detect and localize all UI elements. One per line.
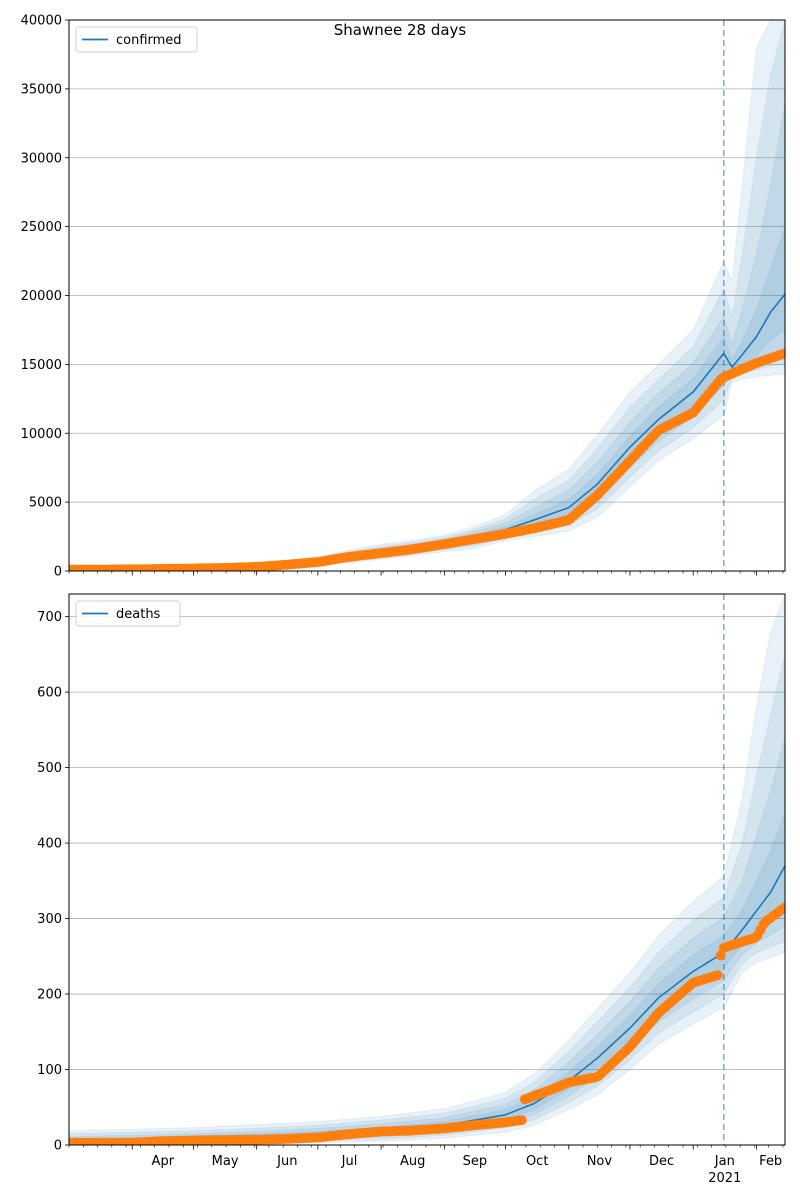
observed-point (516, 1115, 527, 1126)
plot-area (69, 20, 785, 571)
axes-frame (68, 593, 786, 1146)
observed-point (780, 902, 785, 913)
uncertainty-band-50 (69, 812, 785, 1144)
uncertainty-band-80 (69, 102, 785, 571)
x-tick-label: Jan (714, 1154, 735, 1169)
x-tick-label: Oct (526, 1154, 548, 1169)
legend-label: deaths (116, 607, 161, 622)
observed-point (780, 348, 785, 359)
uncertainty-band-99 (69, 20, 785, 571)
y-tick-label: 15000 (21, 358, 62, 373)
uncertainty-band-50 (69, 226, 785, 571)
figure-title: Shawnee 28 days (333, 21, 467, 39)
x-tick-label: Dec (649, 1154, 674, 1169)
y-tick-label: 700 (37, 610, 62, 625)
x-tick-label: Sep (463, 1154, 488, 1169)
x-tick-label: May (212, 1154, 239, 1169)
y-tick-label: 600 (37, 686, 62, 701)
y-tick-label: 10000 (21, 427, 62, 442)
y-tick-label: 500 (37, 761, 62, 776)
x-tick-label: Apr (152, 1154, 175, 1169)
y-tick-label: 30000 (21, 151, 62, 166)
x-year-label: 2021 (708, 1171, 741, 1186)
y-tick-label: 25000 (21, 220, 62, 235)
y-tick-label: 200 (37, 988, 62, 1003)
x-tick-label: Feb (759, 1154, 782, 1169)
y-tick-label: 300 (37, 912, 62, 927)
x-tick-label: Aug (400, 1154, 425, 1169)
y-tick-label: 35000 (21, 82, 62, 97)
y-tick-label: 20000 (21, 289, 62, 304)
y-tick-label: 400 (37, 837, 62, 852)
y-tick-label: 5000 (29, 496, 62, 511)
y-tick-label: 40000 (21, 14, 62, 29)
x-tick-label: Nov (587, 1154, 613, 1169)
axes-frame (68, 19, 786, 572)
legend-box (75, 600, 181, 627)
confirmed-panel: 0 5000 10000 15000 20000 25000 30000 35000 40000… (21, 14, 786, 580)
uncertainty-band-95 (69, 654, 785, 1145)
plot-area (69, 594, 785, 1145)
observed-point (712, 970, 723, 981)
uncertainty-band-99 (69, 594, 785, 1145)
legend-box (75, 26, 198, 53)
y-tick-label: 0 (54, 565, 62, 580)
y-tick-label: 100 (37, 1063, 62, 1078)
x-tick-label: Jun (276, 1154, 297, 1169)
deaths-panel: 0 100 200 300 400 500 600 700 Apr May Jun Jul Aug Sep… (37, 593, 786, 1186)
legend-label: confirmed (116, 33, 182, 48)
x-tick-label: Jul (341, 1154, 358, 1169)
y-tick-label: 0 (54, 1139, 62, 1154)
